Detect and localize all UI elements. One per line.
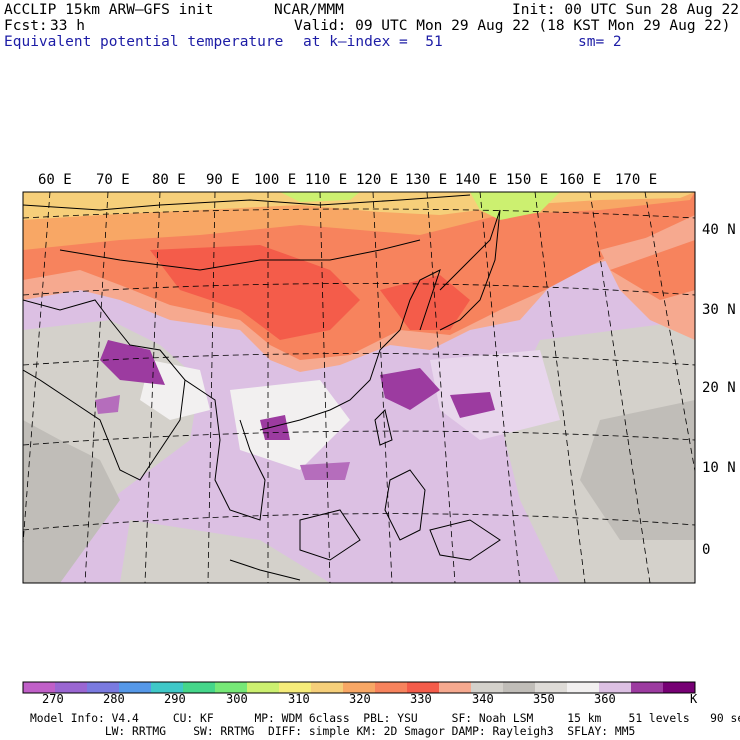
valid-time: Valid: 09 UTC Mon 29 Aug 22 (18 KST Mon …: [294, 18, 731, 34]
colorbar-segment: [471, 682, 504, 693]
light-region-indochina: [230, 380, 350, 470]
colorbar-tick-280: 280: [103, 692, 125, 706]
warm-core-tibet: [150, 245, 360, 340]
footer-model-info: Model Info: V4.4 CU: KF MP: WDM 6class P…: [30, 712, 740, 725]
lat-label-40n: 40 N: [702, 222, 736, 238]
lon-label-130e: 130 E: [405, 172, 448, 188]
green-patch-east: [470, 192, 560, 220]
lat-label-10n: 10 N: [702, 460, 736, 476]
warm-core-korea: [380, 275, 470, 330]
forecast-hour: 33 h: [50, 18, 85, 34]
colorbar-tick-330: 330: [410, 692, 432, 706]
colorbar-segment: [151, 682, 184, 693]
lon-label-100e: 100 E: [254, 172, 297, 188]
coastlines: [23, 194, 501, 581]
lon-label-90e: 90 E: [206, 172, 240, 188]
purple-patch-ganges: [100, 340, 165, 385]
pacific-warm-core: [610, 240, 695, 300]
colorbar-tick-310: 310: [288, 692, 310, 706]
colorbar-segment: [663, 682, 696, 693]
lat-label-30n: 30 N: [702, 302, 736, 318]
purple-patch-east-china: [380, 368, 440, 410]
lat-lon-grid: [23, 192, 695, 583]
colorbar: [22, 681, 696, 694]
colorbar-segment: [407, 682, 440, 693]
colorbar-segment: [375, 682, 408, 693]
lon-label-140e: 140 E: [455, 172, 498, 188]
colorbar-segment: [503, 682, 536, 693]
colorbar-segment: [311, 682, 344, 693]
footer-physics-info: LW: RRTMG SW: RRTMG DIFF: simple KM: 2D …: [30, 725, 636, 738]
center-name: NCAR/MMM: [274, 2, 344, 18]
colorbar-segment: [247, 682, 280, 693]
colorbar-tick-290: 290: [164, 692, 186, 706]
colorbar-segment: [535, 682, 568, 693]
purple-patch-india: [95, 395, 120, 414]
light-region-philippine-sea: [430, 350, 560, 440]
colorbar-segment: [567, 682, 600, 693]
grey-region-indian-ocean: [120, 520, 330, 583]
purple-patch-south-china: [260, 415, 290, 440]
lon-label-60e: 60 E: [38, 172, 72, 188]
init-time: Init: 00 UTC Sun 28 Aug 22: [512, 2, 739, 18]
lat-label-0: 0: [702, 542, 711, 558]
colorbar-tick-320: 320: [349, 692, 371, 706]
field-name: Equivalent potential temperature: [4, 34, 284, 50]
colorbar-tick-300: 300: [226, 692, 248, 706]
lon-label-70e: 70 E: [96, 172, 130, 188]
colorbar-segment: [343, 682, 376, 693]
lon-label-150e: 150 E: [506, 172, 549, 188]
model-title: ACCLIP 15km ARW–GFS init: [4, 2, 214, 18]
purple-patch-scs: [300, 462, 350, 480]
forecast-label: Fcst:: [4, 18, 48, 34]
colorbar-segment: [279, 682, 312, 693]
colorbar-segment: [439, 682, 472, 693]
purple-patch-ocean: [450, 392, 495, 418]
colorbar-segment: [23, 682, 56, 693]
colorbar-segment: [215, 682, 248, 693]
level-index: at k–index = 51: [303, 34, 443, 50]
lon-label-80e: 80 E: [152, 172, 186, 188]
colorbar-unit: K: [690, 692, 698, 706]
grey-region-arabian: [23, 420, 120, 583]
lat-label-20n: 20 N: [702, 380, 736, 396]
smoothing: sm= 2: [578, 34, 622, 50]
colorbar-segment: [119, 682, 152, 693]
lon-label-110e: 110 E: [305, 172, 348, 188]
colorbar-segment: [87, 682, 120, 693]
colorbar-segment: [55, 682, 88, 693]
colorbar-segment: [599, 682, 632, 693]
colorbar-tick-360: 360: [594, 692, 616, 706]
colorbar-tick-270: 270: [42, 692, 64, 706]
colorbar-tick-350: 350: [533, 692, 555, 706]
grey-region-pacific-dark: [580, 400, 695, 540]
colorbar-segment: [183, 682, 216, 693]
colorbar-tick-340: 340: [472, 692, 494, 706]
lon-label-170e: 170 E: [615, 172, 658, 188]
colorbar-frame: [22, 681, 696, 694]
lon-label-160e: 160 E: [559, 172, 602, 188]
map-frame: [22, 191, 696, 584]
lon-label-120e: 120 E: [356, 172, 399, 188]
colorbar-segment: [631, 682, 664, 693]
